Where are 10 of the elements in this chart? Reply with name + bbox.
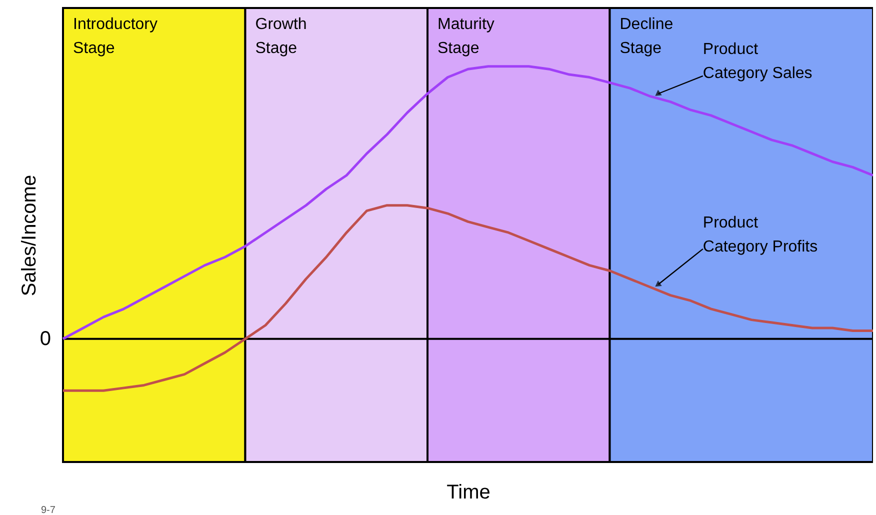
y-axis-title: Sales/Income	[18, 174, 40, 296]
x-axis-title: Time	[446, 482, 490, 504]
text: 9-7	[41, 505, 56, 515]
series-label: Product Category Sales	[702, 41, 812, 82]
text: Decline Stage	[620, 16, 674, 57]
text: Introductory Stage	[73, 16, 158, 57]
text: Maturity Stage	[438, 16, 494, 57]
text: Product Category Profits	[702, 214, 818, 256]
text: Growth Stage	[255, 16, 307, 57]
ref-line-label: 0	[40, 328, 51, 350]
